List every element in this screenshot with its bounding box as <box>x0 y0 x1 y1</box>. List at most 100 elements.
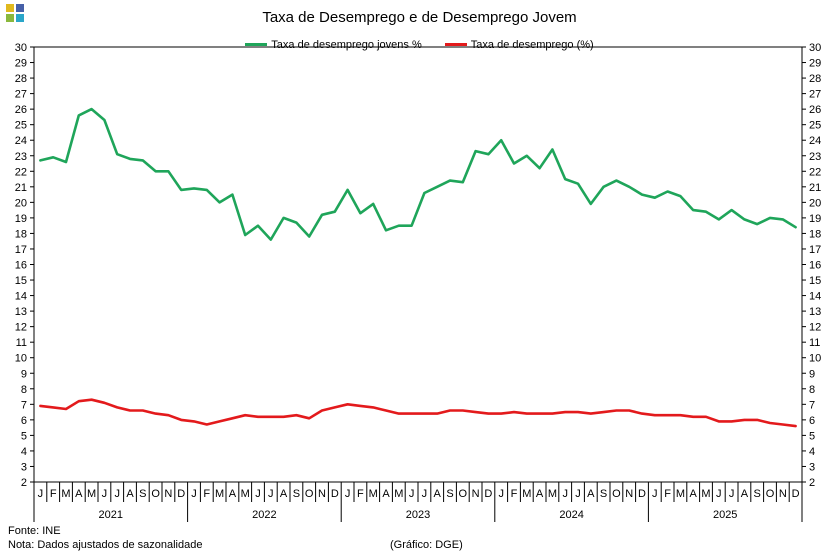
y-tick-label-right: 8 <box>809 384 815 396</box>
y-tick-label-right: 6 <box>809 415 815 427</box>
y-tick-label-right: 12 <box>809 322 821 334</box>
x-month-label: A <box>126 488 134 500</box>
legend-swatch-youth <box>245 43 268 46</box>
y-tick-label-left: 12 <box>15 322 27 334</box>
y-tick-label-left: 17 <box>15 244 27 256</box>
y-tick-label-right: 17 <box>809 244 821 256</box>
x-month-label: M <box>241 488 250 500</box>
legend-item-total: Taxa de desemprego (%) <box>444 39 594 51</box>
y-tick-label-left: 2 <box>21 477 27 489</box>
y-tick-label-right: 13 <box>809 306 821 318</box>
x-month-label: J <box>409 488 415 500</box>
y-tick-label-left: 25 <box>15 120 27 132</box>
x-month-label: A <box>434 488 442 500</box>
y-tick-label-left: 4 <box>21 446 27 458</box>
x-month-label: S <box>600 488 607 500</box>
x-month-label: J <box>716 488 722 500</box>
y-tick-label-right: 5 <box>809 430 815 442</box>
y-tick-label-right: 23 <box>809 151 821 163</box>
y-tick-label-left: 26 <box>15 104 27 116</box>
y-tick-label-right: 18 <box>809 228 821 240</box>
x-month-label: J <box>102 488 108 500</box>
y-tick-label-left: 10 <box>15 353 27 365</box>
y-tick-label-left: 14 <box>15 291 27 303</box>
y-tick-label-left: 18 <box>15 228 27 240</box>
x-month-label: M <box>548 488 557 500</box>
y-tick-label-right: 22 <box>809 166 821 178</box>
x-month-label: M <box>215 488 224 500</box>
x-month-label: S <box>446 488 453 500</box>
y-tick-label-right: 10 <box>809 353 821 365</box>
x-month-label: A <box>75 488 83 500</box>
x-month-label: J <box>575 488 581 500</box>
y-tick-label-left: 22 <box>15 166 27 178</box>
y-tick-label-right: 2 <box>809 477 815 489</box>
y-tick-label-left: 24 <box>15 135 27 147</box>
credit-text: (Gráfico: DGE) <box>390 539 463 551</box>
x-month-label: F <box>511 488 518 500</box>
y-tick-label-right: 24 <box>809 135 821 147</box>
x-year-label: 2024 <box>559 509 583 521</box>
x-month-label: F <box>664 488 671 500</box>
y-tick-label-left: 20 <box>15 197 27 209</box>
x-month-label: M <box>676 488 685 500</box>
y-tick-label-right: 4 <box>809 446 815 458</box>
x-month-label: A <box>587 488 595 500</box>
series-line-youth <box>39 107 797 241</box>
x-month-label: D <box>484 488 492 500</box>
x-month-label: J <box>729 488 735 500</box>
y-tick-label-left: 21 <box>15 182 27 194</box>
x-month-label: J <box>255 488 261 500</box>
x-month-label: D <box>638 488 646 500</box>
x-year-label: 2023 <box>406 509 430 521</box>
x-month-label: S <box>293 488 300 500</box>
x-month-label: S <box>139 488 146 500</box>
y-tick-label-left: 13 <box>15 306 27 318</box>
x-month-label: N <box>164 488 172 500</box>
y-tick-label-left: 29 <box>15 58 27 70</box>
x-month-label: A <box>690 488 698 500</box>
y-tick-label-left: 11 <box>16 337 27 349</box>
y-tick-label-left: 9 <box>21 368 27 380</box>
y-tick-label-left: 6 <box>21 415 27 427</box>
y-tick-label-right: 26 <box>809 104 821 116</box>
y-tick-label-left: 28 <box>15 73 27 85</box>
y-tick-label-right: 7 <box>809 399 815 411</box>
x-month-label: J <box>562 488 568 500</box>
logo-icon <box>6 4 24 22</box>
y-tick-label-right: 11 <box>809 337 820 349</box>
x-year-label: 2022 <box>252 509 276 521</box>
legend-swatch-total <box>444 43 467 46</box>
x-month-label: S <box>754 488 761 500</box>
plot-frame <box>33 46 803 483</box>
legend-item-youth: Taxa de desemprego jovens % <box>245 38 422 51</box>
y-tick-label-left: 16 <box>15 260 27 272</box>
series-line-total <box>39 398 797 428</box>
chart-legend: Taxa de desemprego jovens % Taxa de dese… <box>0 37 839 51</box>
x-month-label: O <box>459 488 468 500</box>
x-month-label: O <box>612 488 621 500</box>
note-text: Nota: Dados ajustados de sazonalidade <box>8 539 203 551</box>
y-tick-label-left: 23 <box>15 151 27 163</box>
y-tick-label-left: 5 <box>21 430 27 442</box>
x-month-label: D <box>792 488 800 500</box>
legend-label-youth: Taxa de desemprego jovens % <box>271 38 422 51</box>
x-month-label: O <box>151 488 160 500</box>
x-month-label: J <box>498 488 504 500</box>
x-month-label: J <box>38 488 44 500</box>
y-tick-label-left: 15 <box>15 275 27 287</box>
x-month-label: J <box>268 488 274 500</box>
x-month-label: O <box>766 488 775 500</box>
chart-title: Taxa de Desemprego e de Desemprego Jovem <box>262 9 577 26</box>
x-month-label: M <box>522 488 531 500</box>
x-month-label: N <box>472 488 480 500</box>
x-month-label: D <box>177 488 185 500</box>
y-tick-label-left: 19 <box>15 213 27 225</box>
y-tick-label-right: 14 <box>809 291 821 303</box>
x-month-label: A <box>280 488 288 500</box>
x-month-label: N <box>318 488 326 500</box>
x-month-label: M <box>87 488 96 500</box>
source-text: Fonte: INE <box>8 525 61 537</box>
y-tick-label-left: 7 <box>21 399 27 411</box>
